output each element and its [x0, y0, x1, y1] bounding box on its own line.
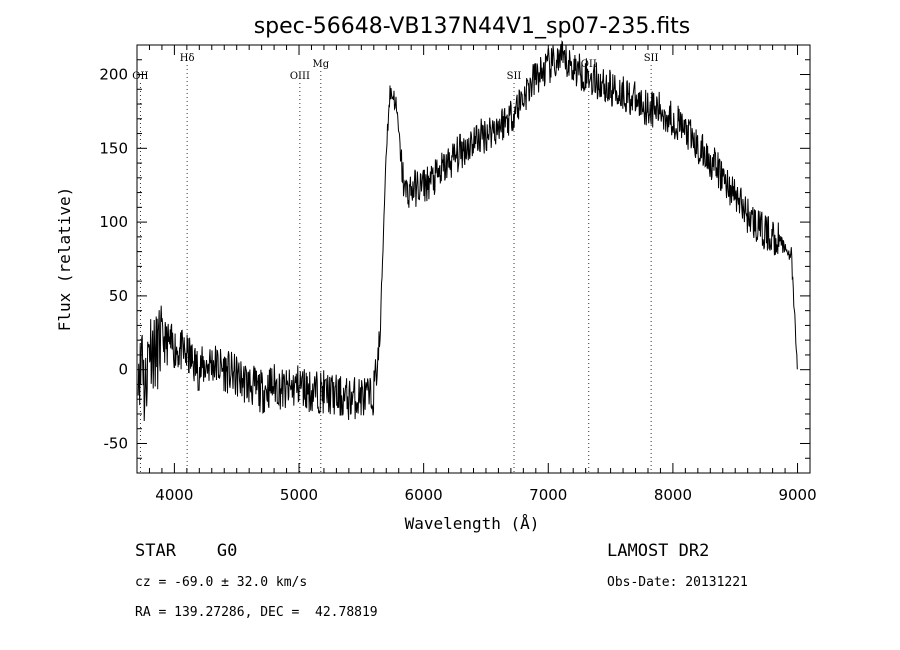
x-tick-label: 6000 [405, 486, 443, 504]
survey-name: LAMOST DR2 [607, 541, 710, 561]
plot-frame [136, 44, 811, 474]
spectral-line-label: Hδ [180, 53, 195, 64]
spectral-line-label: Mg [313, 59, 330, 70]
x-tick-label: 5000 [280, 486, 318, 504]
y-axis-title: Flux (relative) [55, 187, 74, 332]
spectral-line-label: OIII [290, 71, 310, 82]
x-tick-label: 9000 [778, 486, 816, 504]
velocity-text: cz = -69.0 ± 32.0 km/s [135, 575, 308, 590]
x-tick-label: 7000 [529, 486, 567, 504]
coordinates: RA = 139.27286, DEC = 42.78819 [135, 605, 378, 620]
x-tick-label: 4000 [155, 486, 193, 504]
y-tick-label: 200 [99, 66, 128, 84]
obs-date: Obs-Date: 20131221 [607, 575, 748, 590]
y-tick-label: 0 [118, 361, 128, 379]
spectrum-line [137, 40, 798, 422]
spectral-line-label: OII [132, 71, 148, 82]
x-axis-title: Wavelength (Å) [405, 514, 540, 533]
x-tick-label: 8000 [654, 486, 692, 504]
y-tick-label: 100 [99, 213, 128, 231]
y-tick-label: -50 [104, 434, 129, 452]
spectral-line-label: OII [581, 59, 597, 70]
object-type: STAR G0 [135, 541, 238, 561]
spectral-line-label: SII [507, 71, 522, 82]
spectral-line-label: SII [644, 53, 659, 64]
chart-title: spec-56648-VB137N44V1_sp07-235.fits [254, 14, 691, 39]
y-tick-label: 50 [109, 287, 128, 305]
y-tick-label: 150 [99, 139, 128, 157]
